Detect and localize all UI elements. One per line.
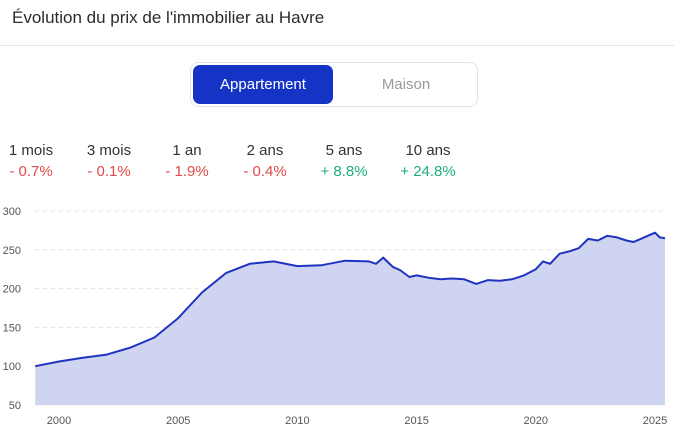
period-1-an: 1 an - 1.9% (152, 142, 222, 180)
period-10-ans: 10 ans + 24.8% (393, 142, 463, 180)
period-3-mois: 3 mois - 0.1% (74, 142, 144, 180)
header-divider (0, 45, 674, 46)
period-value: - 0.7% (9, 163, 53, 180)
period-label: 5 ans (325, 142, 363, 159)
page-title: Évolution du prix de l'immobilier au Hav… (12, 8, 325, 27)
period-label: 3 mois (86, 142, 132, 159)
y-tick-label: 200 (3, 284, 21, 296)
x-tick-label: 2025 (643, 415, 667, 427)
price-line (35, 231, 666, 368)
period-value: - 0.1% (87, 163, 131, 180)
y-tick-label: 150 (3, 322, 21, 334)
appartement-tab[interactable]: Appartement (193, 65, 333, 104)
price-area (35, 232, 665, 405)
y-tick-label: 50 (9, 400, 21, 412)
period-value: - 0.4% (243, 163, 287, 180)
period-label: 1 mois (8, 142, 54, 159)
y-tick-label: 100 (3, 361, 21, 373)
x-tick-label: 2000 (47, 415, 71, 427)
x-tick-label: 2015 (404, 415, 428, 427)
x-tick-label: 2005 (166, 415, 190, 427)
y-tick-label: 250 (3, 245, 21, 257)
y-axis-ticks: 50 100 150 200 250 300 (3, 206, 21, 412)
x-axis-ticks: 2000 2005 2010 2015 2020 2025 (47, 415, 667, 427)
x-tick-label: 2020 (524, 415, 548, 427)
period-value: + 24.8% (400, 163, 456, 180)
period-value: + 8.8% (320, 163, 368, 180)
period-value: - 1.9% (165, 163, 209, 180)
period-label: 10 ans (405, 142, 451, 159)
period-2-ans: 2 ans - 0.4% (230, 142, 300, 180)
period-5-ans: 5 ans + 8.8% (309, 142, 379, 180)
maison-tab[interactable]: Maison (381, 76, 431, 93)
x-tick-label: 2010 (285, 415, 309, 427)
period-label: 2 ans (246, 142, 284, 159)
y-tick-label: 300 (3, 206, 21, 218)
property-type-toggle: Appartement Maison (190, 62, 478, 107)
period-1-mois: 1 mois - 0.7% (0, 142, 66, 180)
period-label: 1 an (172, 142, 202, 159)
